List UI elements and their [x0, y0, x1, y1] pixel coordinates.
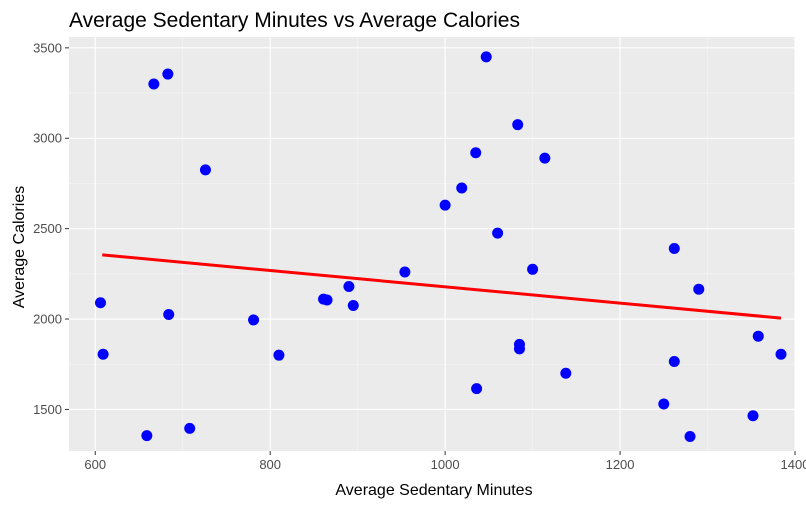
data-point	[184, 422, 196, 434]
data-point	[399, 266, 411, 278]
trend-line	[102, 253, 782, 320]
plot-panel	[69, 37, 795, 451]
data-point	[162, 68, 174, 80]
trend-line-layer	[102, 253, 782, 320]
data-point	[470, 147, 482, 159]
x-axis-title: Average Sedentary Minutes	[335, 482, 532, 499]
y-axis-title: Average Calories	[11, 186, 28, 308]
data-point	[163, 309, 175, 321]
data-point	[539, 152, 551, 164]
data-point	[321, 294, 333, 306]
data-point	[456, 182, 468, 194]
data-point	[199, 164, 211, 176]
data-point	[148, 78, 160, 90]
data-point	[471, 383, 483, 395]
minor-gridlines	[69, 37, 795, 451]
data-point	[752, 330, 764, 342]
data-point	[343, 280, 355, 292]
data-point	[97, 348, 109, 360]
data-point	[248, 314, 260, 326]
data-point	[668, 243, 680, 255]
data-point	[273, 349, 285, 361]
data-point	[775, 348, 787, 360]
data-point	[439, 199, 451, 211]
data-points	[94, 51, 787, 443]
data-point	[480, 51, 492, 63]
data-point	[94, 297, 106, 309]
y-tick-label: 3500	[33, 40, 62, 55]
x-tick-label: 1400	[781, 457, 806, 472]
y-axis-ticks: 1500 2000 2500 3000 3500	[33, 40, 69, 417]
data-point	[347, 299, 359, 311]
data-point	[492, 227, 504, 239]
data-point	[684, 431, 696, 443]
x-axis-ticks: 600 800 1000 1200 1400	[84, 451, 806, 472]
x-tick-label: 1200	[606, 457, 635, 472]
x-tick-label: 1000	[431, 457, 460, 472]
data-point	[141, 430, 153, 442]
data-point	[560, 367, 572, 379]
x-tick-label: 600	[84, 457, 106, 472]
major-gridlines	[69, 37, 796, 451]
y-tick-label: 2500	[33, 221, 62, 236]
y-tick-label: 3000	[33, 131, 62, 146]
data-point	[658, 398, 670, 410]
data-point	[668, 356, 680, 368]
y-tick-label: 2000	[33, 312, 62, 327]
y-tick-label: 1500	[33, 402, 62, 417]
x-tick-label: 800	[259, 457, 281, 472]
data-point	[747, 410, 759, 422]
chart-title: Average Sedentary Minutes vs Average Cal…	[69, 9, 520, 32]
data-point	[513, 343, 525, 355]
data-point	[527, 263, 539, 275]
data-point	[512, 119, 524, 131]
data-point	[693, 283, 705, 295]
